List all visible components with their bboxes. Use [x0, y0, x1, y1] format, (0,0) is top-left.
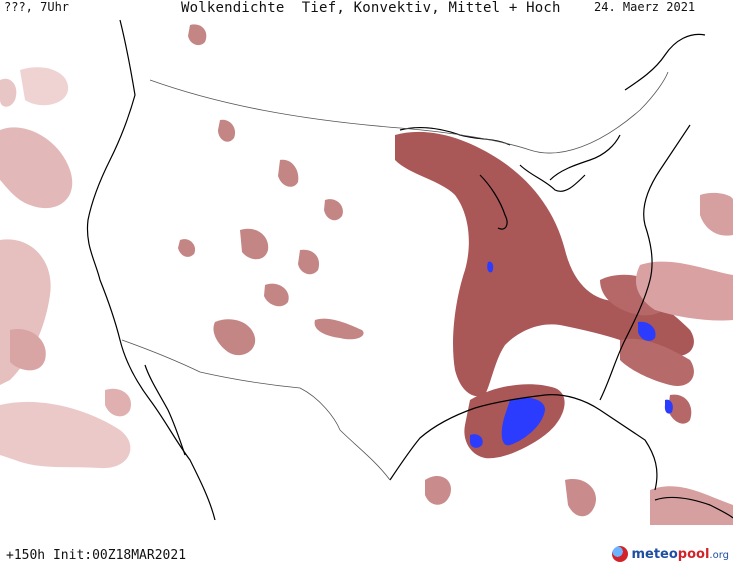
political-borders: [121, 71, 669, 481]
init-time: Init:00Z18MAR2021: [52, 548, 187, 563]
western-cloud-patches: [178, 24, 364, 356]
convective-cloud-cells: [470, 261, 673, 448]
meteopool-logo[interactable]: meteopool.org: [612, 545, 729, 563]
cloud-density-map: [0, 18, 733, 525]
valid-time-label: ???, 7Uhr: [4, 0, 70, 14]
meteopool-logo-icon: [612, 546, 629, 562]
forecast-date: 24. Maerz 2021: [594, 0, 696, 14]
meteopool-logo-text: meteopool.org: [631, 546, 729, 562]
coastlines: [86, 19, 733, 521]
forecast-lead-info: +150h Init:00Z18MAR2021: [6, 548, 186, 563]
pacific-cloud-layer: [0, 67, 131, 469]
map-title: Wolkendichte Tief, Konvektiv, Mittel + H…: [181, 0, 561, 16]
map-canvas: [0, 19, 733, 525]
eastern-cloud-mass: [395, 131, 733, 525]
lead-time: +150h: [6, 548, 46, 563]
